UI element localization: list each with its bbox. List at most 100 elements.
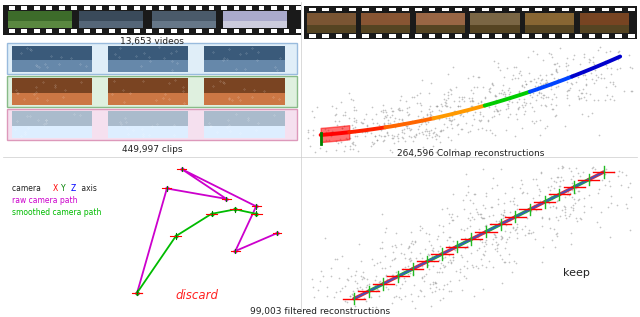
Point xyxy=(518,111,529,116)
Point xyxy=(605,200,616,205)
Point xyxy=(481,127,491,132)
Point xyxy=(358,269,368,275)
Bar xyxy=(12,46,92,60)
Point xyxy=(457,94,467,100)
Point xyxy=(535,189,545,194)
Point xyxy=(468,74,478,79)
Point xyxy=(436,108,446,113)
Point xyxy=(529,121,539,126)
Point xyxy=(478,287,488,292)
Point xyxy=(368,142,378,147)
Bar xyxy=(309,34,316,38)
Point xyxy=(497,235,507,240)
Bar xyxy=(46,29,52,33)
Point xyxy=(353,287,363,292)
Point xyxy=(535,81,545,86)
Point xyxy=(532,52,543,57)
Point xyxy=(545,194,556,199)
Point xyxy=(305,144,316,149)
Bar xyxy=(171,6,177,10)
Point xyxy=(459,98,469,103)
Point xyxy=(467,263,477,268)
Point xyxy=(451,85,461,90)
Point xyxy=(562,73,572,78)
Point xyxy=(566,242,576,247)
Point xyxy=(437,269,447,274)
Point xyxy=(503,104,513,109)
Point xyxy=(502,88,513,93)
Point xyxy=(536,77,547,82)
Point xyxy=(548,204,558,209)
Point xyxy=(489,113,499,118)
Point xyxy=(422,112,433,117)
Point xyxy=(377,246,387,251)
Point xyxy=(463,130,473,135)
Point xyxy=(500,229,510,234)
Point xyxy=(428,130,438,135)
Point xyxy=(380,266,390,271)
Point xyxy=(557,164,567,169)
Point xyxy=(492,249,502,254)
Bar xyxy=(12,46,92,72)
Point xyxy=(442,89,452,94)
Point xyxy=(419,293,429,298)
Point xyxy=(490,93,500,98)
Point xyxy=(511,112,521,117)
Bar xyxy=(416,13,465,33)
Point xyxy=(490,235,500,240)
Point xyxy=(331,112,341,117)
Bar xyxy=(33,6,40,10)
Point xyxy=(496,236,506,242)
Point xyxy=(415,251,425,256)
Point xyxy=(340,144,350,149)
Point xyxy=(402,109,412,114)
Point xyxy=(536,83,547,88)
Bar xyxy=(323,34,329,38)
Point xyxy=(487,81,497,86)
Point xyxy=(613,173,623,178)
Bar xyxy=(159,29,164,33)
Point xyxy=(513,71,524,76)
Point xyxy=(437,114,447,119)
Point xyxy=(367,116,377,121)
Point xyxy=(485,85,495,90)
Point xyxy=(337,254,348,259)
Point xyxy=(400,294,410,299)
Point xyxy=(410,240,420,245)
Point xyxy=(481,191,492,196)
Point xyxy=(549,185,559,191)
Point xyxy=(394,295,404,300)
Point xyxy=(452,123,462,128)
Point xyxy=(410,132,420,137)
Point xyxy=(390,124,401,129)
Point xyxy=(500,245,510,250)
Point xyxy=(493,202,503,207)
Point xyxy=(460,107,470,112)
Point xyxy=(600,183,611,188)
Text: Y: Y xyxy=(61,184,66,193)
Point xyxy=(573,197,584,202)
Point xyxy=(476,99,486,104)
Point xyxy=(541,73,551,78)
Point xyxy=(607,57,617,62)
Point xyxy=(334,275,344,280)
Point xyxy=(517,103,527,108)
Point xyxy=(332,122,342,127)
Point xyxy=(547,237,557,242)
Point xyxy=(609,170,619,175)
Point xyxy=(377,281,387,287)
Point xyxy=(414,131,424,136)
Point xyxy=(551,112,561,117)
Point xyxy=(513,104,524,109)
Point xyxy=(391,231,401,236)
Point xyxy=(498,212,508,217)
Point xyxy=(379,121,389,126)
Point xyxy=(456,111,466,116)
Point xyxy=(328,294,339,300)
Point xyxy=(564,211,575,216)
Point xyxy=(374,279,385,284)
Point xyxy=(569,197,579,202)
Point xyxy=(595,45,605,50)
Point xyxy=(461,192,471,197)
Point xyxy=(561,63,572,68)
